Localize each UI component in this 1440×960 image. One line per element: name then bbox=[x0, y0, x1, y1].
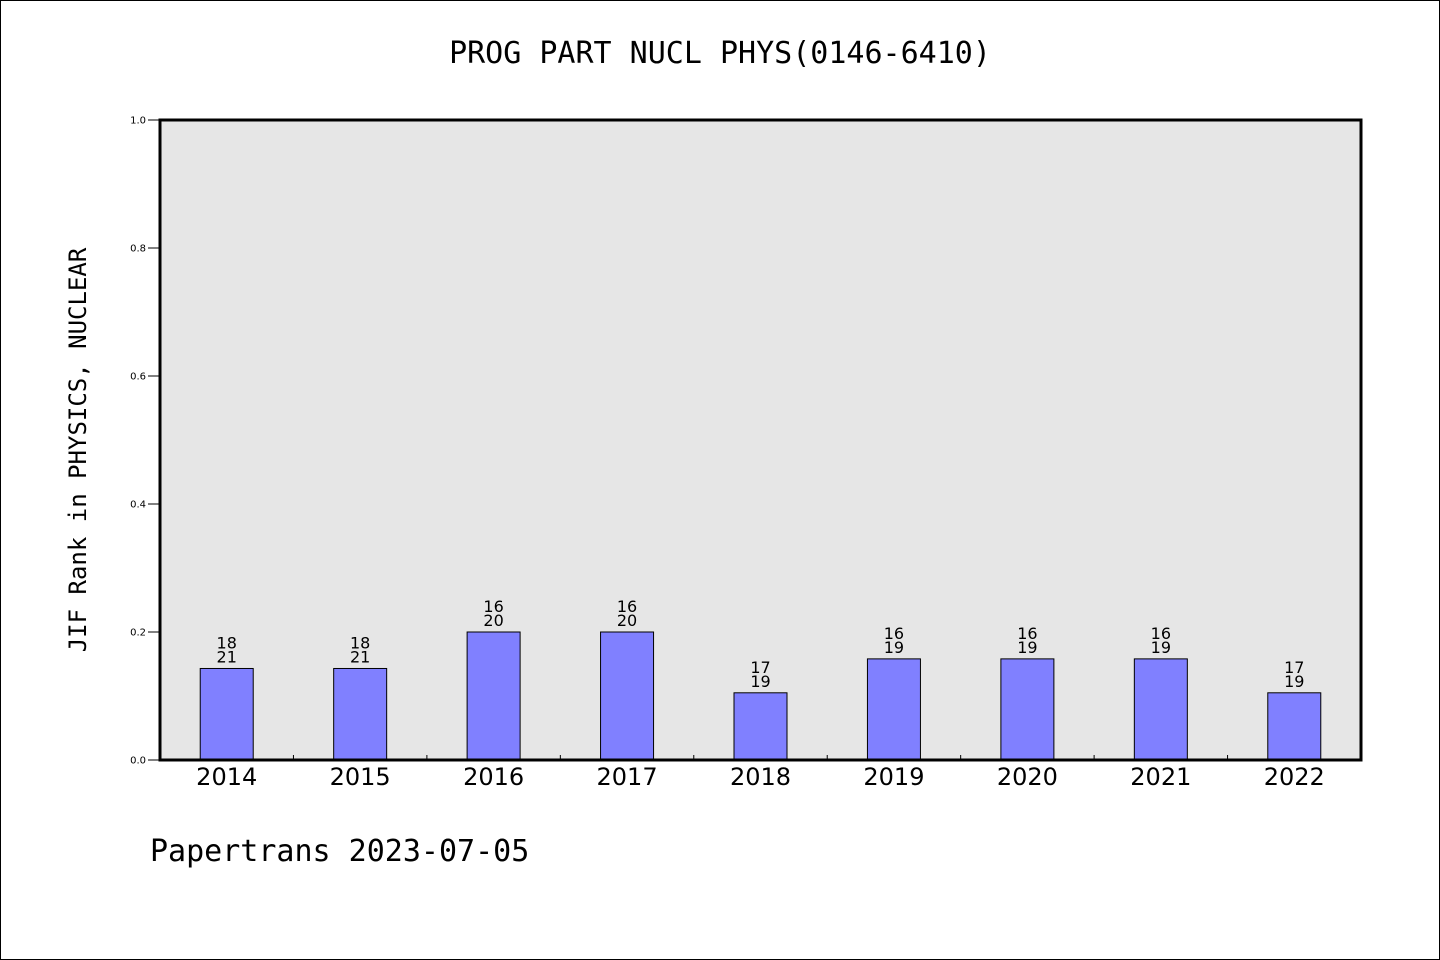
bar-label-rank: 16 bbox=[1017, 624, 1037, 643]
plot-border bbox=[158, 118, 1363, 762]
bar bbox=[1133, 658, 1188, 761]
bar-label-rank: 18 bbox=[217, 633, 237, 652]
bar bbox=[600, 631, 655, 761]
bar-label-total: 21 bbox=[350, 647, 370, 666]
bar bbox=[866, 658, 921, 761]
bar bbox=[466, 631, 521, 761]
y-tick-label: 0.4 bbox=[130, 500, 146, 511]
y-tick-label: 0.8 bbox=[130, 244, 146, 255]
bar-label-total: 19 bbox=[1284, 672, 1304, 691]
bar bbox=[1267, 692, 1322, 761]
bar bbox=[733, 692, 788, 761]
x-tick-label: 2018 bbox=[730, 763, 791, 791]
bar-label-rank: 17 bbox=[1284, 658, 1304, 677]
x-tick-label: 2017 bbox=[597, 763, 658, 791]
bar bbox=[1000, 658, 1055, 761]
bar-label-rank: 18 bbox=[350, 633, 370, 652]
plot-area bbox=[160, 120, 1361, 760]
bar-label-rank: 17 bbox=[750, 658, 770, 677]
y-tick-label: 0.6 bbox=[130, 372, 146, 383]
x-tick-label: 2022 bbox=[1264, 763, 1325, 791]
x-tick-label: 2016 bbox=[463, 763, 524, 791]
bar-label-total: 19 bbox=[884, 638, 904, 657]
bar-label-total: 19 bbox=[750, 672, 770, 691]
footer-credit: Papertrans 2023-07-05 bbox=[150, 834, 530, 869]
bar-label-total: 20 bbox=[483, 611, 503, 630]
y-tick-label: 0.2 bbox=[130, 628, 146, 639]
x-tick-label: 2019 bbox=[863, 763, 924, 791]
y-tick-label: 1.0 bbox=[130, 116, 146, 127]
y-tick-label: 0.0 bbox=[130, 756, 146, 767]
x-tick-label: 2020 bbox=[997, 763, 1058, 791]
x-tick-label: 2021 bbox=[1130, 763, 1191, 791]
bar-label-total: 19 bbox=[1151, 638, 1171, 657]
bar-label-rank: 16 bbox=[617, 597, 637, 616]
bar bbox=[333, 667, 388, 761]
bar-label-total: 19 bbox=[1017, 638, 1037, 657]
x-tick-label: 2014 bbox=[196, 763, 257, 791]
bar-label-rank: 16 bbox=[884, 624, 904, 643]
bar-label-rank: 16 bbox=[1151, 624, 1171, 643]
bar-label-rank: 16 bbox=[483, 597, 503, 616]
bar-label-total: 21 bbox=[217, 647, 237, 666]
bar bbox=[199, 667, 254, 761]
chart-title: PROG PART NUCL PHYS(0146-6410) bbox=[449, 36, 991, 71]
bar-label-total: 20 bbox=[617, 611, 637, 630]
x-tick-label: 2015 bbox=[330, 763, 391, 791]
